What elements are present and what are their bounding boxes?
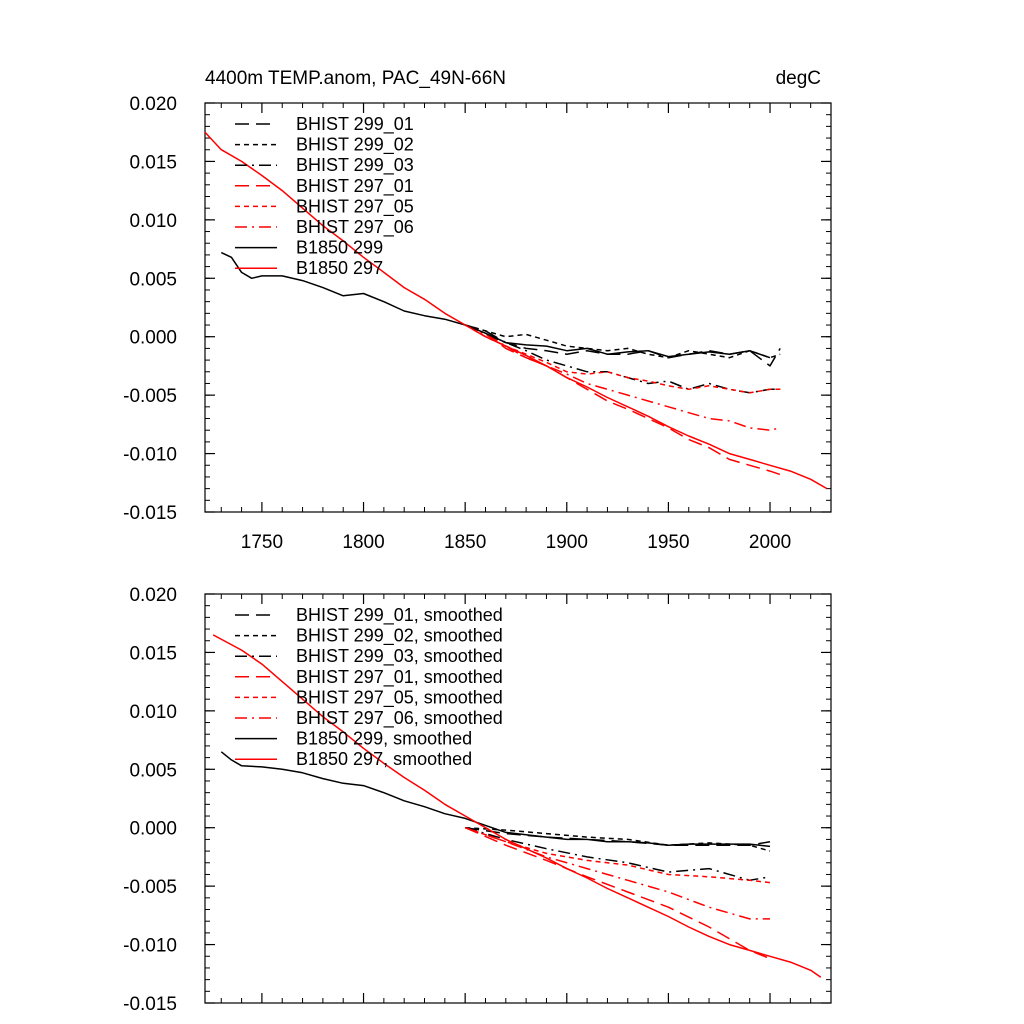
y-tick-label: -0.010	[123, 445, 177, 466]
series-line	[220, 251, 771, 359]
plot-frame	[204, 593, 832, 1004]
legend-label: B1850 299	[296, 238, 383, 258]
y-tick-label: 0.020	[129, 585, 177, 606]
series-line	[464, 324, 781, 394]
x-tick-label: 2000	[749, 532, 791, 553]
chart-units: degC	[776, 68, 821, 89]
legend-label: BHIST 297_06	[296, 217, 414, 238]
y-tick-label: 0.010	[129, 702, 177, 723]
legend-label: B1850 297	[296, 258, 383, 278]
y-tick-label: 0.000	[129, 819, 177, 840]
x-tick-label: 1850	[444, 532, 486, 553]
series-line	[204, 131, 828, 490]
bottom-panel: 0.020 0.015 0.010 0.005 0.000 -0.005 -0.010 -0.…	[123, 585, 832, 1015]
legend-label: BHIST 299_01	[296, 114, 414, 135]
chart-title: 4400m TEMP.anom, PAC_49N-66N	[205, 68, 506, 89]
legend-label: BHIST 297_01, smoothed	[296, 667, 503, 688]
y-tick-label: 0.020	[129, 94, 177, 115]
legend-label: BHIST 299_03	[296, 155, 414, 176]
x-tick-label: 1750	[241, 532, 283, 553]
series-line	[464, 324, 781, 431]
series-line	[464, 827, 771, 960]
y-tick-label: -0.010	[123, 936, 177, 957]
y-tick-label: 0.000	[129, 328, 177, 349]
y-tick-label: 0.005	[129, 760, 177, 781]
y-tick-label: -0.005	[123, 877, 177, 898]
y-tick-label: 0.005	[129, 269, 177, 290]
series-line	[464, 324, 781, 476]
legend-label: BHIST 299_02, smoothed	[296, 626, 503, 647]
y-tick-label: -0.015	[123, 994, 177, 1015]
legend-label: BHIST 299_01, smoothed	[296, 605, 503, 626]
y-tick-label: 0.015	[129, 152, 177, 173]
legend-label: BHIST 299_02	[296, 135, 414, 156]
legend-label: BHIST 299_03, smoothed	[296, 646, 503, 667]
y-tick-label: -0.005	[123, 386, 177, 407]
series-line	[464, 826, 771, 884]
legend-label: BHIST 297_05, smoothed	[296, 687, 503, 708]
series-line	[464, 826, 770, 920]
series-line	[464, 324, 781, 359]
series-line	[465, 826, 771, 846]
legend-label: B1850 299, smoothed	[296, 729, 472, 749]
series-line	[464, 324, 781, 394]
legend-label: BHIST 297_06, smoothed	[296, 708, 503, 729]
legend-label: B1850 297, smoothed	[296, 749, 472, 769]
legend-label: BHIST 297_05	[296, 196, 414, 217]
y-tick-label: 0.010	[129, 211, 177, 232]
x-tick-label: 1800	[342, 532, 384, 553]
x-tick-label: 1950	[647, 532, 689, 553]
series-line	[464, 826, 771, 882]
legend-label: BHIST 297_01	[296, 176, 414, 197]
top-panel: 1750 1800 1850 1900 1950 2000 0.020 0.015 0.010 0…	[123, 94, 832, 553]
y-tick-label: 0.015	[129, 643, 177, 664]
x-tick-label: 1900	[546, 532, 588, 553]
series-line	[212, 634, 822, 978]
series-line	[220, 751, 771, 848]
y-tick-label: -0.015	[123, 503, 177, 524]
plot-frame	[204, 102, 832, 513]
